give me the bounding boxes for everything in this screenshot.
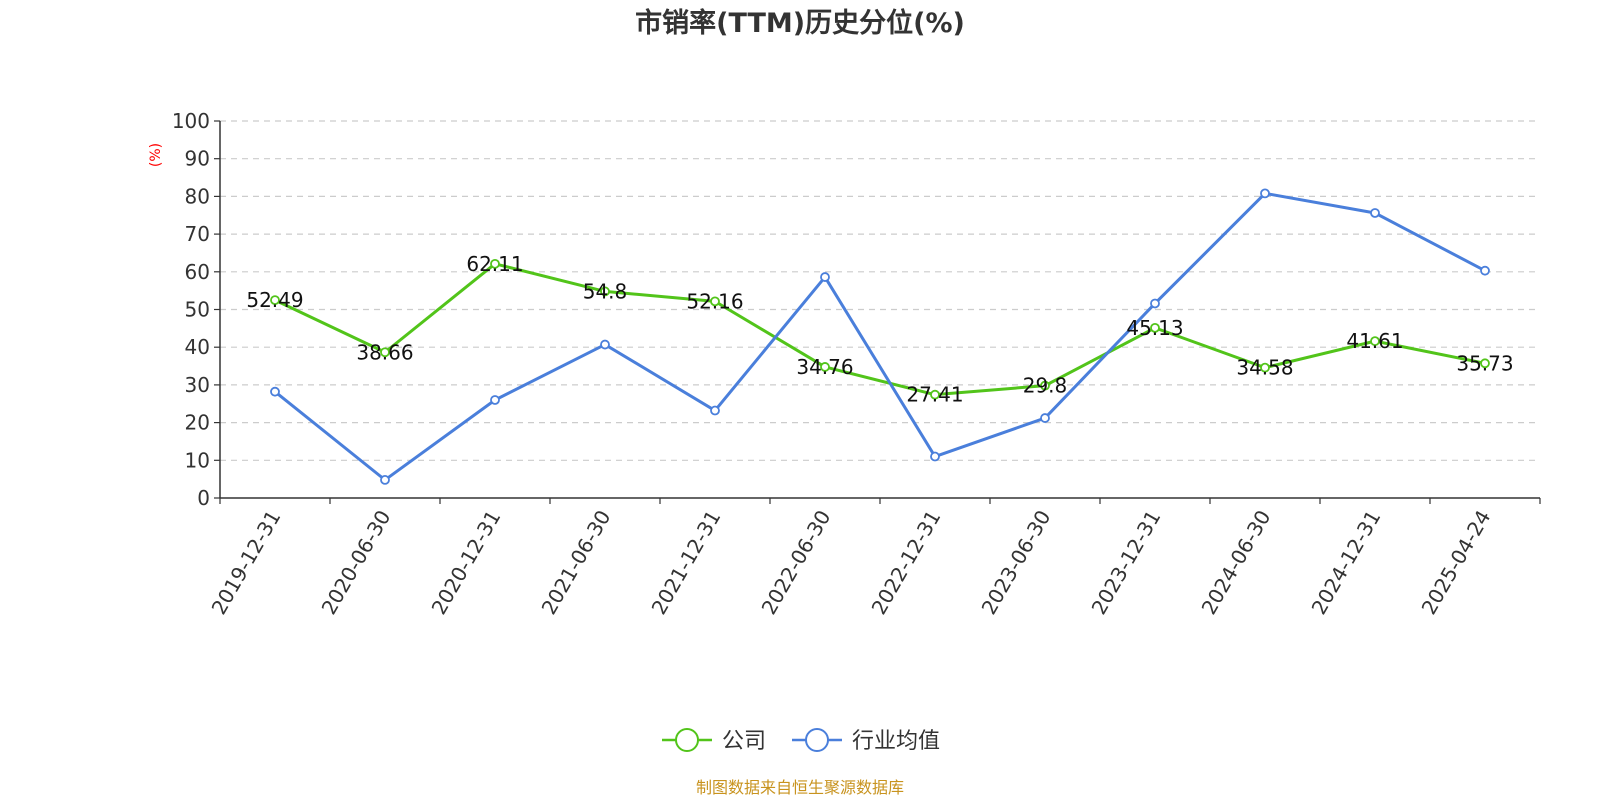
series-line (274, 191, 1486, 482)
y-axis-label: (%) (148, 143, 164, 167)
data-point (820, 362, 830, 372)
data-label: 41.61 (1346, 329, 1403, 353)
x-tick-label: 2025-04-24 (1416, 506, 1495, 619)
legend-marker (805, 728, 829, 752)
data-point (490, 395, 500, 405)
x-tick-label: 2021-06-30 (536, 506, 615, 619)
data-point (380, 475, 390, 485)
y-tick-label: 80 (185, 184, 210, 208)
data-point (1480, 358, 1490, 369)
legend-item[interactable]: 公司 (662, 728, 766, 754)
x-tick-label: 2023-12-31 (1086, 506, 1165, 619)
x-tick-label: 2024-06-30 (1196, 506, 1275, 619)
data-label: 29.8 (1023, 374, 1068, 398)
data-point (930, 389, 940, 400)
series-layer (270, 188, 1490, 485)
y-tick-label: 20 (185, 411, 210, 435)
data-label: 35.73 (1456, 351, 1513, 375)
data-point (710, 405, 720, 416)
legend-item[interactable]: 行业均值 (792, 728, 940, 754)
data-label: 54.8 (583, 279, 628, 303)
data-point (1150, 298, 1160, 309)
data-point (270, 386, 280, 397)
data-point (1260, 362, 1270, 373)
grid-lines (220, 120, 1540, 461)
data-label: 38.66 (356, 340, 413, 364)
y-tick-label: 30 (185, 373, 210, 397)
data-point (1370, 336, 1380, 347)
data-point (270, 295, 280, 306)
data-label: 62.11 (466, 252, 523, 276)
data-point (380, 347, 390, 358)
y-tick-label: 50 (185, 298, 210, 322)
data-point (710, 296, 720, 307)
series-line (274, 262, 1486, 397)
data-point (1370, 208, 1380, 218)
data-point (600, 339, 610, 350)
data-point (1260, 188, 1270, 199)
data-point (490, 258, 500, 269)
y-tick-label: 70 (185, 222, 210, 246)
y-tick-label: 100 (172, 109, 210, 133)
x-tick-label: 2022-06-30 (756, 506, 835, 619)
legend[interactable]: 公司 行业均值 (662, 728, 940, 754)
data-point (1040, 380, 1050, 391)
y-tick-label: 90 (185, 147, 210, 171)
source-note: 制图数据来自恒生聚源数据库 (696, 778, 904, 797)
legend-marker (675, 728, 699, 752)
chart-title: 市销率(TTM)历史分位(%) (635, 7, 965, 39)
data-point (820, 272, 830, 282)
data-label: 34.58 (1236, 356, 1293, 380)
x-tick-label: 2023-06-30 (976, 506, 1055, 619)
legend-label: 行业均值 (852, 729, 940, 754)
x-tick-label: 2022-12-31 (866, 506, 945, 619)
data-point (930, 451, 940, 462)
x-tick-label: 2019-12-31 (206, 506, 285, 619)
legend-label: 公司 (722, 729, 766, 754)
data-label: 27.41 (906, 383, 963, 407)
data-point (1480, 265, 1490, 276)
y-tick-label: 0 (197, 486, 210, 510)
data-label: 34.76 (796, 355, 853, 379)
data-labels: 52.49 38.66 62.11 54.8 52.16 34.76 27.41 29.8 45… (246, 252, 1513, 407)
x-tick-label: 2020-06-30 (316, 506, 395, 619)
x-tick-label: 2020-12-31 (426, 506, 505, 619)
data-point (600, 286, 610, 297)
data-label: 45.13 (1126, 316, 1183, 340)
x-tick-label: 2024-12-31 (1306, 506, 1385, 619)
data-point (1040, 413, 1050, 423)
data-label: 52.49 (246, 288, 303, 312)
x-tick-label: 2021-12-31 (646, 506, 725, 619)
y-tick-label: 60 (185, 260, 210, 284)
data-label: 52.16 (686, 289, 743, 313)
y-tick-label: 10 (185, 448, 210, 472)
data-point (1150, 322, 1160, 333)
y-tick-label: 40 (185, 335, 210, 359)
